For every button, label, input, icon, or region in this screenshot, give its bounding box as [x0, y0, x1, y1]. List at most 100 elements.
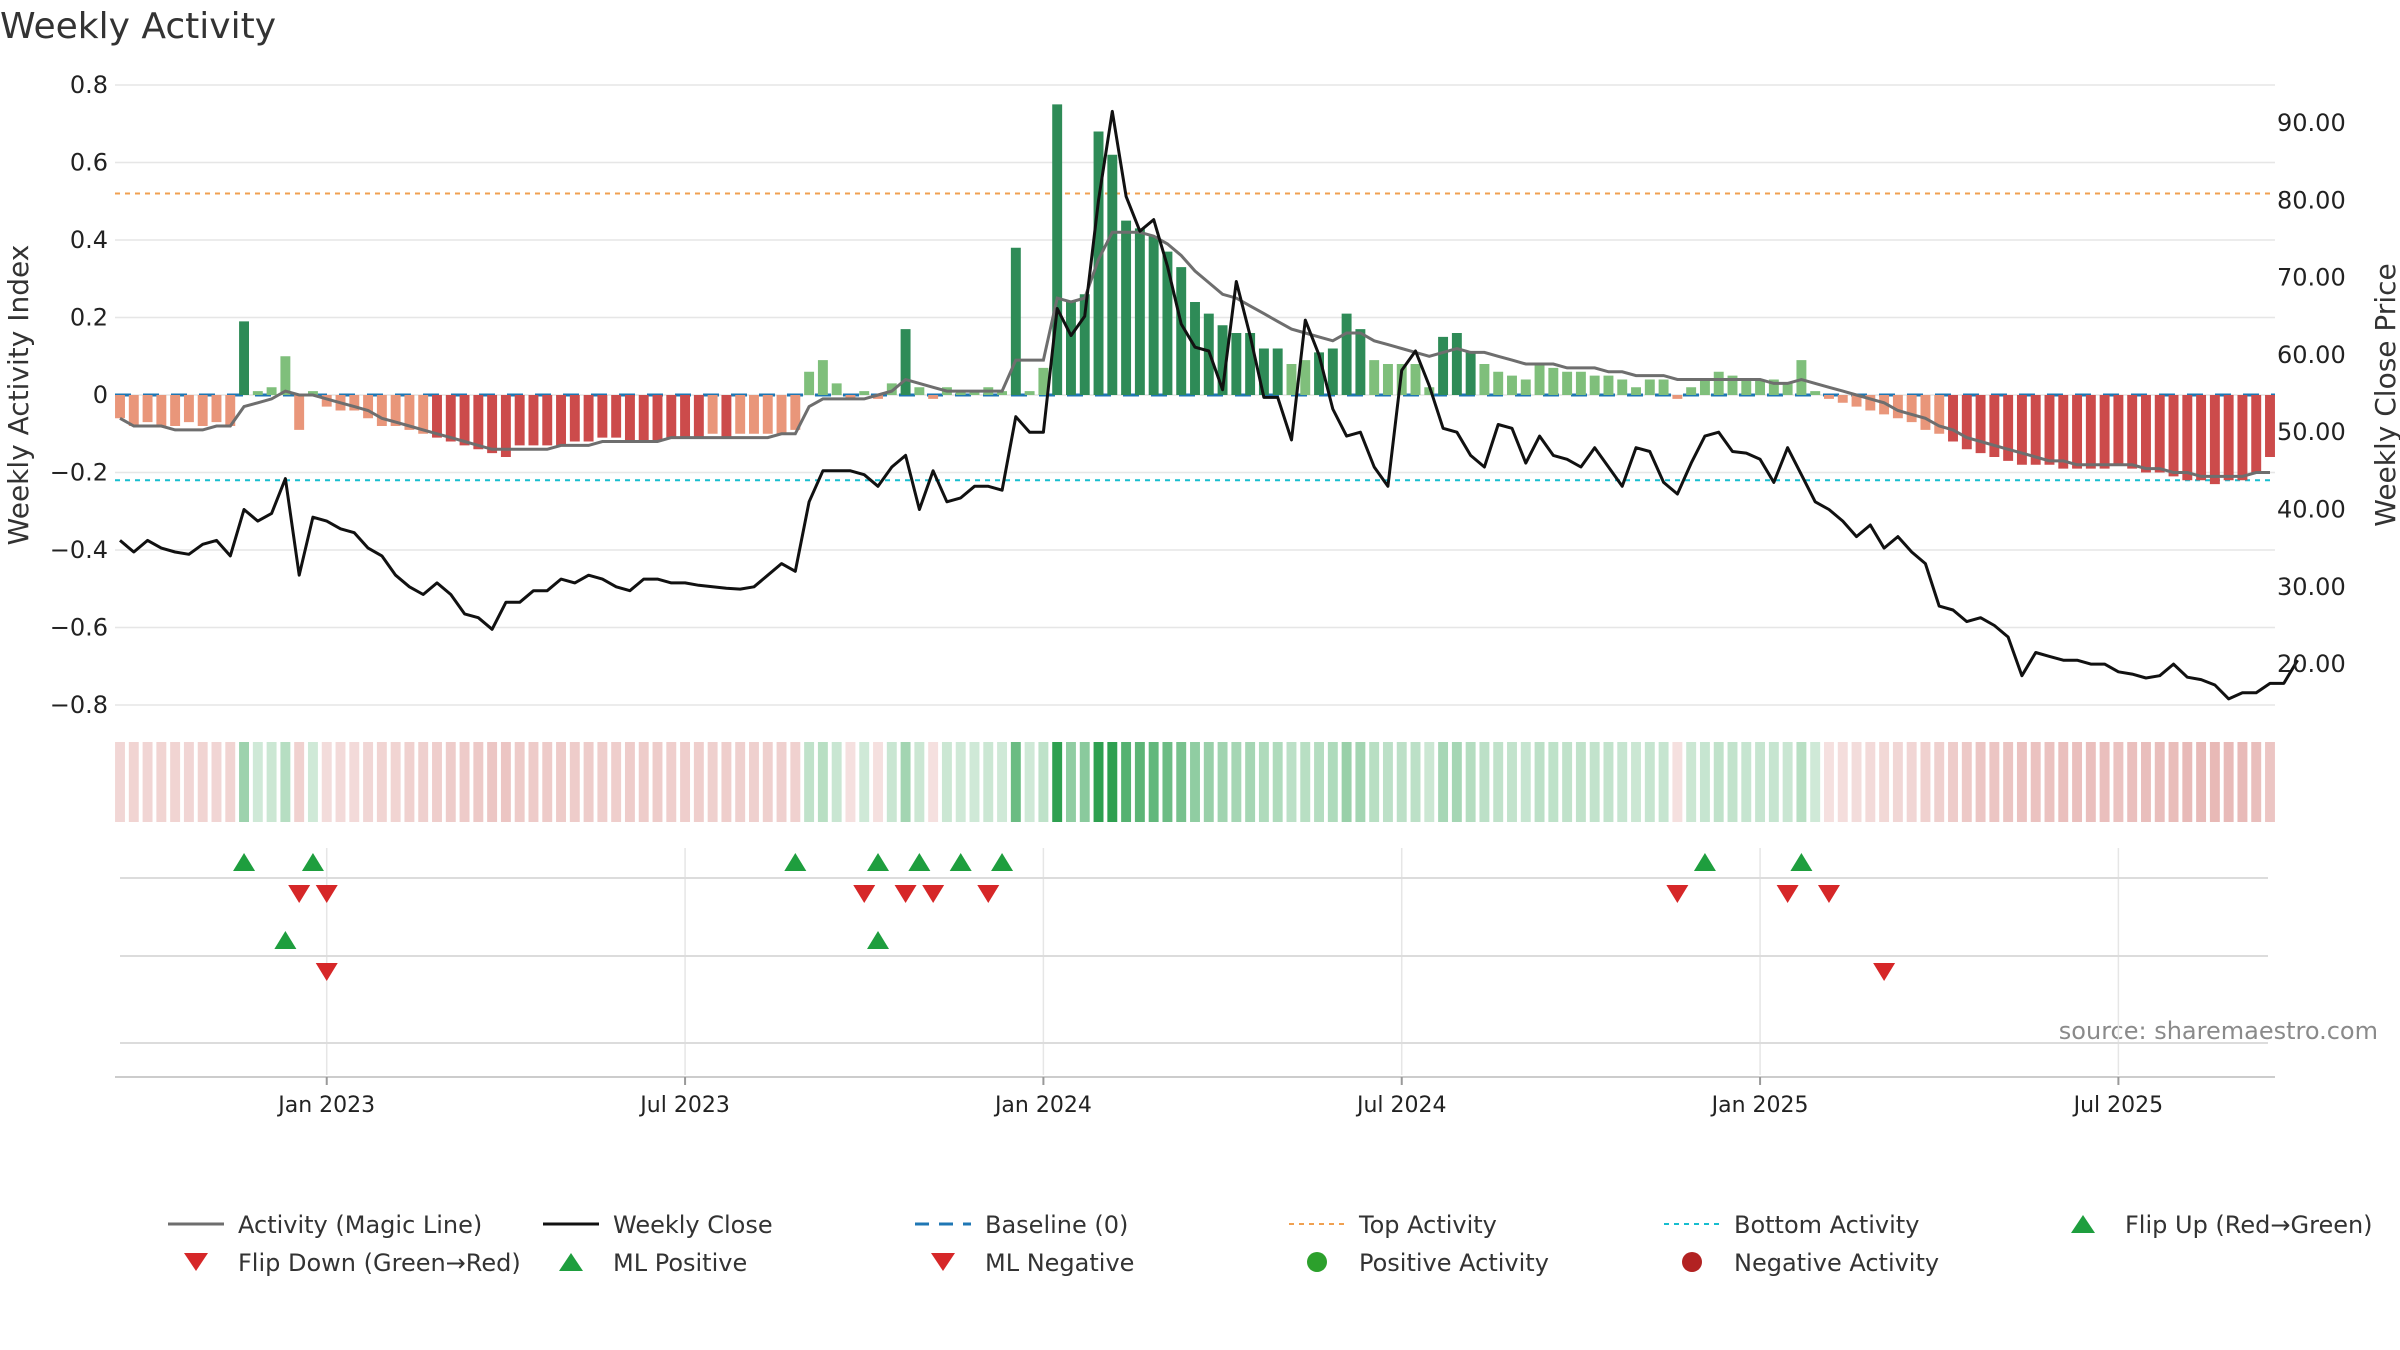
heat-cell — [1755, 742, 1766, 822]
heat-cell — [528, 742, 539, 822]
legend-label: Activity (Magic Line) — [238, 1211, 482, 1239]
activity-bar — [142, 395, 153, 423]
activity-bar — [1741, 379, 1752, 395]
heat-cell — [390, 742, 401, 822]
heat-cell — [1190, 742, 1200, 822]
heat-cell — [1672, 742, 1683, 822]
heat-cell — [1975, 742, 1986, 822]
heat-cell — [749, 742, 759, 822]
activity-bar — [817, 360, 828, 395]
heat-cell — [197, 742, 208, 822]
heat-cell — [1920, 742, 1931, 822]
flip-up-marker — [908, 853, 931, 871]
legend-label: Flip Up (Red→Green) — [2125, 1211, 2373, 1239]
heat-cell — [473, 742, 484, 822]
right-tick-label: 70.00 — [2277, 264, 2346, 292]
activity-bar — [1286, 364, 1297, 395]
legend-item: Bottom Activity — [1664, 1211, 1919, 1239]
legend-item: Positive Activity — [1307, 1249, 1549, 1277]
activity-bar — [1975, 395, 1986, 454]
legend-item: Weekly Close — [543, 1211, 773, 1239]
x-tick-label: Jul 2025 — [2072, 1093, 2164, 1118]
heat-cell — [2058, 742, 2069, 822]
activity-bar — [1038, 367, 1049, 395]
legend-item: Negative Activity — [1682, 1249, 1939, 1277]
activity-bar — [1961, 395, 1972, 450]
heat-cell — [1589, 742, 1600, 822]
activity-bar — [1548, 367, 1559, 395]
activity-bar — [542, 395, 553, 446]
left-tick-label: −0.8 — [50, 691, 108, 719]
heat-cell — [1713, 742, 1724, 822]
activity-bar — [1162, 251, 1173, 395]
activity-bar — [1603, 375, 1614, 395]
heat-cell — [1382, 742, 1393, 822]
activity-bar — [2237, 395, 2248, 481]
heat-cell — [997, 742, 1008, 822]
activity-bar — [1934, 395, 1945, 434]
x-tick-label: Jan 2024 — [993, 1093, 1092, 1118]
activity-bar — [183, 395, 194, 423]
flip-up-marker — [991, 853, 1014, 871]
heat-cell — [1341, 742, 1352, 822]
heat-cell — [1107, 742, 1118, 822]
heat-cell — [1617, 742, 1628, 822]
heat-cell — [1410, 742, 1421, 822]
x-tick-label: Jul 2024 — [1355, 1093, 1447, 1118]
legend-swatch — [2071, 1215, 2095, 1233]
ml-positive-marker — [274, 931, 297, 949]
heat-cell — [1824, 742, 1834, 822]
gridlines — [115, 84, 2275, 1075]
activity-bar — [1520, 379, 1531, 395]
heat-cell — [1934, 742, 1945, 822]
activity-bar — [1258, 348, 1269, 395]
heat-cell — [886, 742, 897, 822]
legend-label: Bottom Activity — [1734, 1211, 1919, 1239]
heat-cell — [776, 742, 787, 822]
activity-bar — [1906, 395, 1917, 423]
heat-cell — [1989, 742, 2000, 822]
activity-bar — [1644, 379, 1655, 395]
heat-cell — [735, 742, 746, 822]
activity-bar — [569, 395, 580, 442]
legend-label: ML Negative — [985, 1249, 1134, 1277]
heat-cell — [1121, 742, 1132, 822]
right-tick-label: 60.00 — [2277, 341, 2346, 369]
heat-cell — [831, 742, 842, 822]
heat-cell — [817, 742, 828, 822]
series-lines — [119, 109, 2299, 701]
heat-cell — [611, 742, 622, 822]
activity-bar — [1148, 236, 1159, 395]
legend-label: Weekly Close — [613, 1211, 773, 1239]
heat-cell — [321, 742, 332, 822]
heat-cell — [1534, 742, 1545, 822]
activity-bar — [321, 395, 332, 407]
activity-bar — [735, 395, 746, 434]
heat-cell — [1603, 742, 1614, 822]
heat-cell — [680, 742, 691, 822]
activity-bar — [1989, 395, 2000, 457]
activity-bar — [2044, 395, 2055, 465]
activity-bar — [128, 395, 139, 426]
heat-cell — [487, 742, 498, 822]
heat-cell — [500, 742, 511, 822]
heat-cell — [1851, 742, 1862, 822]
activity-bar — [459, 395, 470, 446]
right-axis-ticks: 90.00 80.00 70.00 60.00 50.00 40.00 30.00 20.00 — [2277, 109, 2346, 678]
activity-bar — [1948, 395, 1958, 442]
heat-cell — [1424, 742, 1435, 822]
heat-cell — [1217, 742, 1228, 822]
heat-cell — [707, 742, 718, 822]
activity-bar — [1272, 348, 1283, 395]
activity-bar — [1424, 387, 1435, 395]
heat-cell — [376, 742, 387, 822]
activity-bar — [790, 395, 801, 430]
ml-negative-marker — [315, 963, 338, 981]
activity-bar — [170, 395, 181, 426]
magic-line-series — [119, 230, 2270, 478]
legend-item: ML Positive — [559, 1249, 747, 1277]
heat-cell — [459, 742, 470, 822]
activity-bar — [666, 395, 677, 438]
heat-cell — [1879, 742, 1890, 822]
heat-cell — [1631, 742, 1641, 822]
